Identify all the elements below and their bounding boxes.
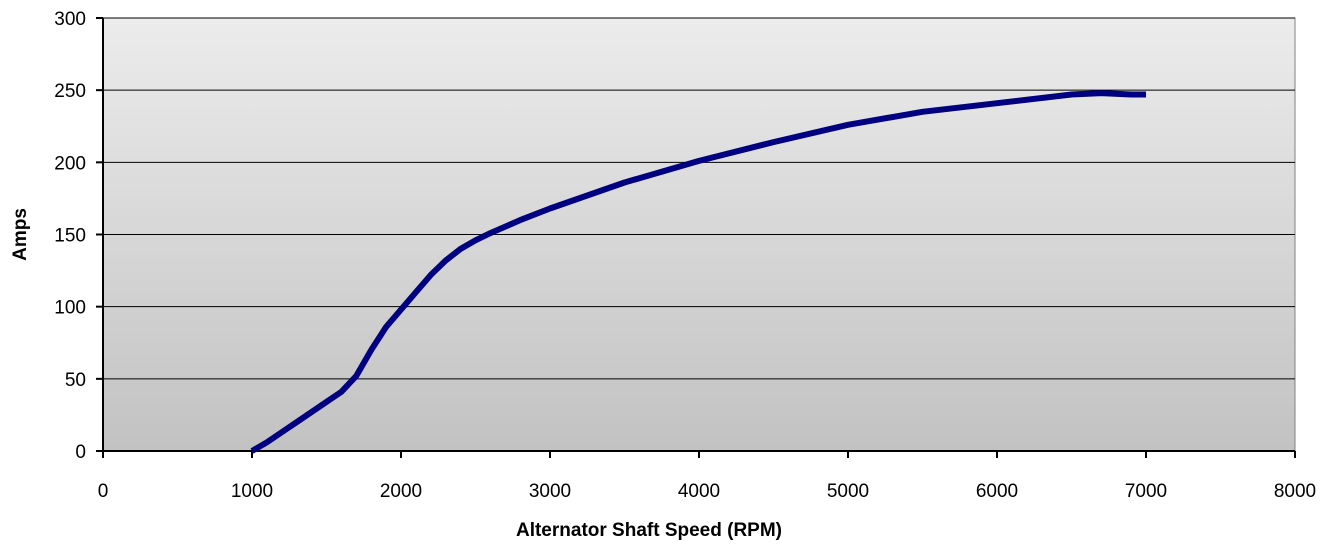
x-axis-ticks: 0 1000 2000 3000 4000 5000 6000 7000 8000 [98,451,1316,502]
x-tick-label: 7000 [1125,481,1167,502]
y-tick-label: 100 [54,298,86,319]
y-tick-label: 250 [54,81,86,102]
x-tick-label: 2000 [380,481,422,502]
x-tick-label: 1000 [231,481,273,502]
y-axis-title: Amps [10,208,31,261]
gridlines [103,17,1295,380]
x-tick-label: 6000 [976,481,1018,502]
series-line [250,90,1146,454]
x-tick-label: 5000 [827,481,869,502]
y-axis-ticks: 0 50 100 150 200 250 300 [54,9,103,463]
y-tick-label: 50 [65,370,86,391]
y-tick-label: 200 [54,153,86,174]
y-tick-label: 0 [75,442,86,463]
y-tick-label: 300 [54,9,86,30]
x-tick-label: 0 [98,481,109,502]
x-axis-title: Alternator Shaft Speed (RPM) [516,520,782,541]
x-tick-label: 3000 [529,481,571,502]
x-tick-label: 4000 [678,481,720,502]
y-tick-label: 150 [54,226,86,247]
x-tick-label: 8000 [1274,481,1316,502]
